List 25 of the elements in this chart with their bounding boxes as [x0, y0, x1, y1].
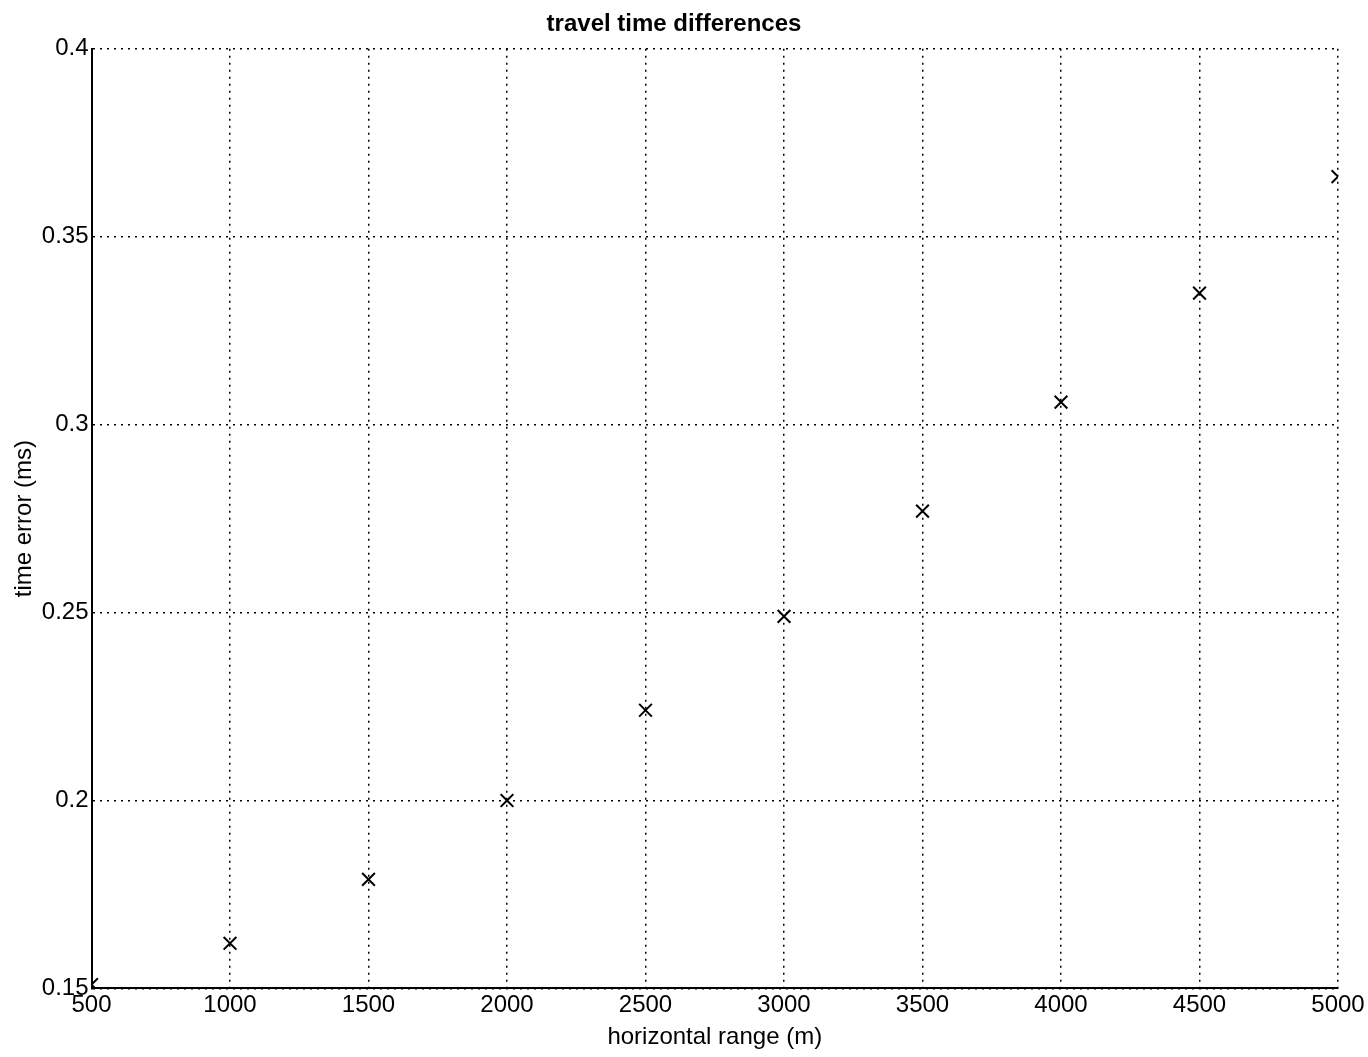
y-axis-title: time error (ms): [9, 439, 37, 598]
point: [776, 608, 792, 624]
y-tick-label: 0.4: [55, 33, 89, 61]
x-tick-label: 4500: [1172, 990, 1227, 1018]
x-tick-label: 1500: [341, 990, 396, 1018]
point: [915, 503, 930, 519]
point: [638, 702, 653, 718]
point: [361, 872, 376, 887]
point: [1192, 285, 1207, 301]
x-tick-label: 4000: [1034, 990, 1088, 1018]
x-tick-label: 5000: [1311, 990, 1365, 1018]
x-tick-label: 1000: [203, 990, 257, 1018]
point: [1053, 394, 1069, 410]
x-tick-label: 3500: [895, 990, 950, 1018]
x-tick-label: 2500: [618, 990, 673, 1018]
y-tick-label: 0.25: [41, 597, 89, 625]
x-tick-label: 2000: [480, 990, 534, 1018]
point: [499, 793, 515, 808]
y-tick-label: 0.3: [55, 409, 89, 437]
x-tick-label: 3000: [757, 990, 811, 1018]
chart-title: travel time differences: [546, 9, 802, 37]
y-tick-label: 0.35: [41, 221, 89, 249]
y-tick-label: 0.2: [55, 785, 89, 813]
point: [222, 935, 238, 951]
x-axis-title: horizontal range (m): [607, 1022, 823, 1050]
